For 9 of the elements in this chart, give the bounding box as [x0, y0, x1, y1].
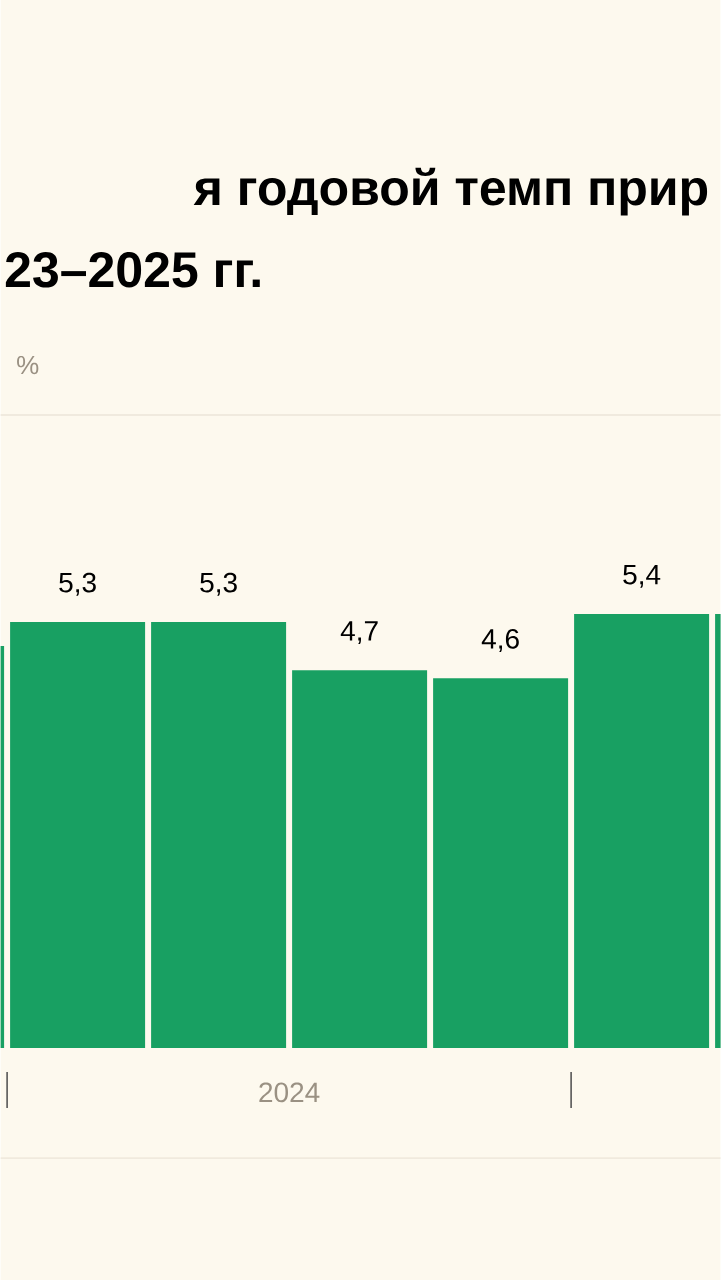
data-label: 5,4	[623, 564, 661, 588]
data-label: 4,7	[340, 621, 378, 645]
data-label: 4,6	[481, 628, 519, 653]
chart-title: я годовой темп прир	[193, 167, 707, 216]
data-label: 5,3	[200, 572, 237, 596]
text: %	[16, 355, 39, 375]
data-label: 5,3	[59, 572, 96, 596]
chart-subtitle: 23–2025 гг.	[5, 252, 260, 288]
text: 2024	[259, 1082, 320, 1103]
